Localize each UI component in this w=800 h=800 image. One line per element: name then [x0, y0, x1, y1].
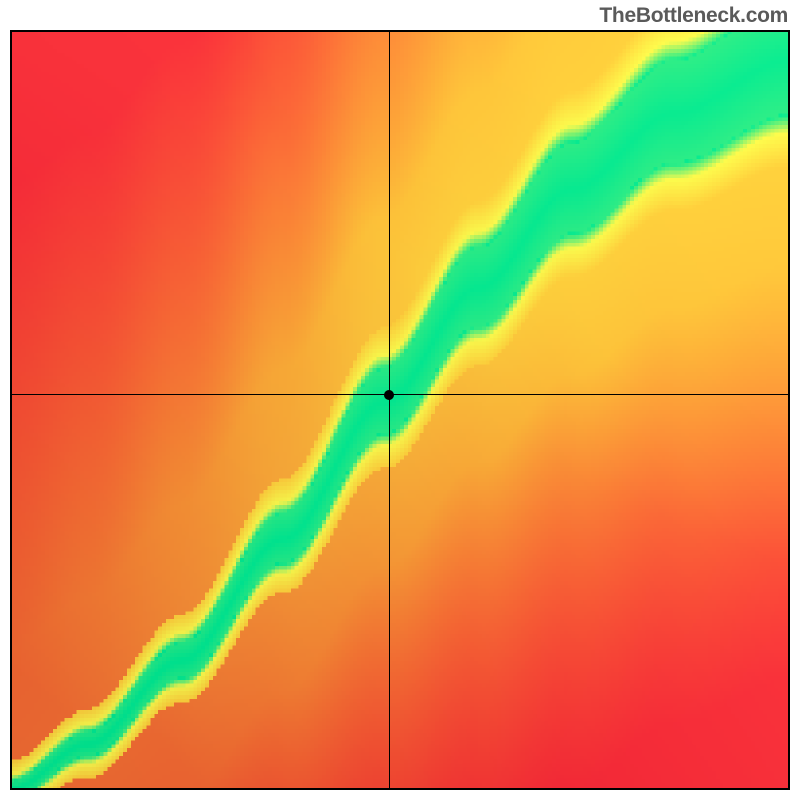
watermark-text: TheBottleneck.com — [599, 4, 788, 28]
heatmap-chart — [10, 30, 790, 790]
heatmap-canvas — [10, 30, 790, 790]
